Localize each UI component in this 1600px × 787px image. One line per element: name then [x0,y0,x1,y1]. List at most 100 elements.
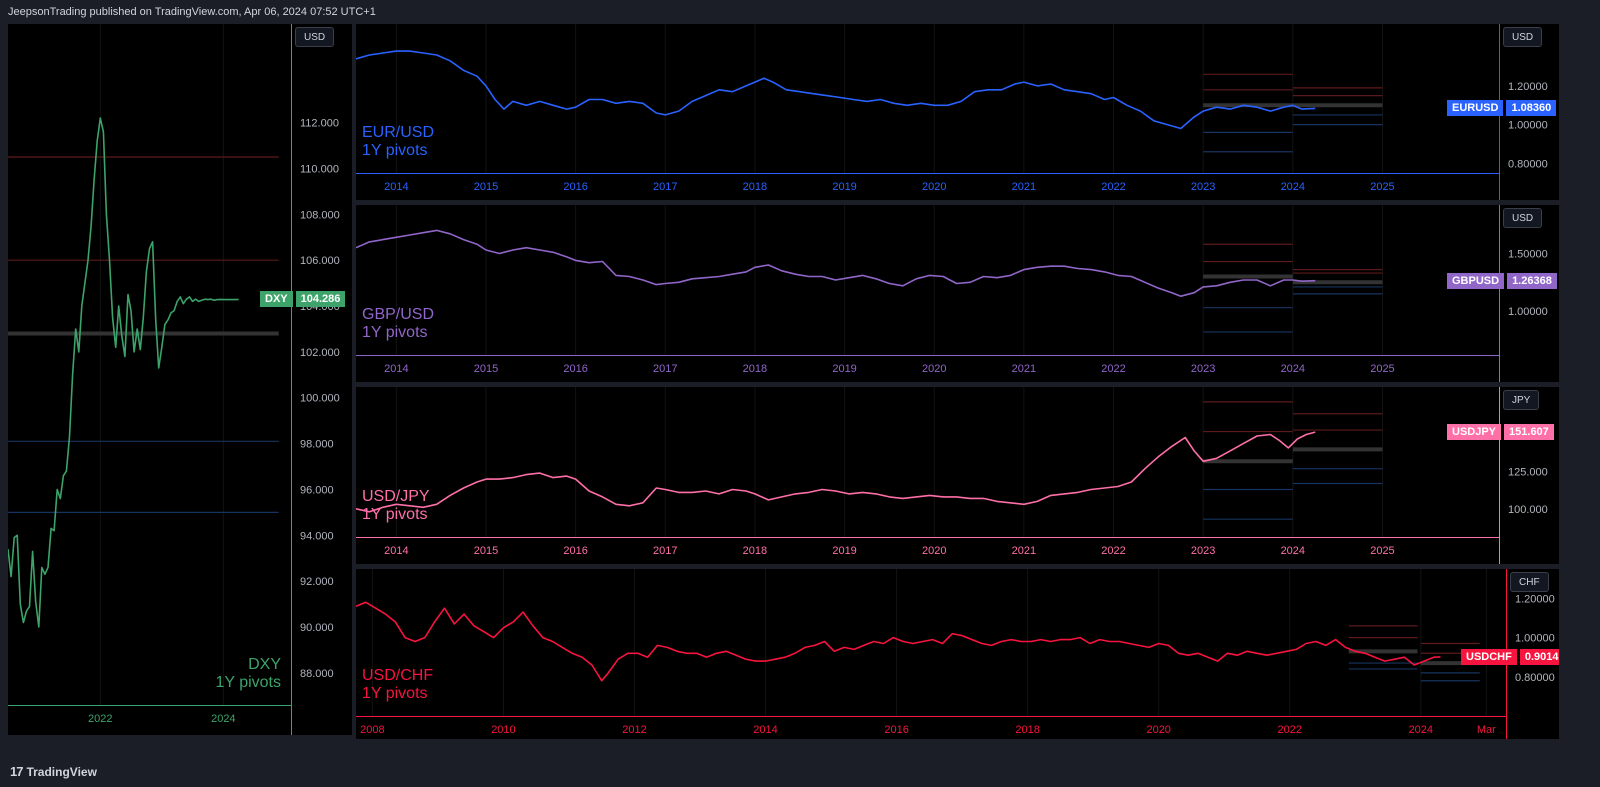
dxy-last-price-tag: DXY 104.286 [260,291,346,308]
watermark-label: 1Y pivots [215,674,281,691]
y-tick-label: 0.80000 [1515,672,1555,684]
watermark-label: 1Y pivots [362,324,428,341]
dxy-currency-button[interactable]: USD [295,27,335,47]
y-tick-label: 125.000 [1508,467,1548,479]
ticker-label: EURUSD [1447,100,1504,117]
ticker-label: GBPUSD [1447,272,1505,289]
dxy-svg[interactable]: 112.000110.000108.000106.000104.000102.0… [8,24,352,735]
x-tick-label: 2022 [1101,545,1125,557]
x-tick-label: 2008 [360,724,384,736]
x-tick-label: 2015 [474,545,498,557]
y-tick-label: 100.000 [300,393,340,405]
watermark-label: 1Y pivots [362,142,428,159]
x-tick-label: 2010 [491,724,515,736]
y-tick-label: 1.00000 [1508,306,1548,318]
gbpusd-chart-panel[interactable]: 1.50000 1.00000 2014 2015 2016 2017 2018 2019 20… [356,205,1559,382]
x-tick-label: 2021 [1012,545,1036,557]
usdchf-svg[interactable]: 1.20000 1.00000 0.80000 2008 2010 2012 2014 201… [356,569,1559,739]
y-tick-label: 1.00000 [1515,633,1555,645]
x-tick-label: 2014 [384,181,408,193]
y-tick-label: 98.000 [300,439,334,451]
tradingview-footer[interactable]: 17 TradingView [10,764,97,779]
x-tick-label: 2018 [743,545,767,557]
y-tick-label: 106.000 [300,255,340,267]
x-tick-label: 2022 [1278,724,1302,736]
usdjpy-currency-button[interactable]: JPY [1503,390,1540,410]
x-tick-label: 2022 [88,713,112,725]
x-tick-label: 2021 [1012,363,1036,375]
gbpusd-currency-button[interactable]: USD [1503,208,1543,228]
x-tick-label: 2024 [1281,363,1305,375]
x-tick-label: 2018 [743,363,767,375]
x-tick-label: 2014 [384,363,408,375]
x-tick-label: Mar [1477,724,1496,736]
dxy-chart-panel[interactable]: 112.000110.000108.000106.000104.000102.0… [8,24,352,735]
x-tick-label: 2025 [1370,545,1394,557]
eurusd-svg[interactable]: 1.20000 1.00000 0.80000 2014 2015 2016 2017 201… [356,24,1559,200]
y-tick-label: 1.20000 [1515,593,1555,605]
x-tick-label: 2016 [563,181,587,193]
y-tick-label: 92.000 [300,576,334,588]
x-tick-label: 2024 [1409,724,1433,736]
usdjpy-chart-panel[interactable]: 125.000 100.000 2014 2015 2016 2017 2018 2019 20… [356,387,1559,564]
y-tick-label: 112.000 [300,118,339,130]
ticker-label: USDJPY [1447,424,1502,441]
y-tick-label: 1.00000 [1508,120,1548,132]
x-tick-label: 2014 [384,545,408,557]
last-price-label: 1.08360 [1506,100,1557,117]
y-tick-label: 1.50000 [1508,248,1548,260]
tradingview-logo-icon: 17 [10,764,24,779]
x-tick-label: 2020 [922,545,946,557]
y-tick-label: 90.000 [300,622,334,634]
watermark-label: 1Y pivots [362,506,428,523]
x-tick-label: 2020 [922,363,946,375]
x-tick-label: 2025 [1370,181,1394,193]
y-tick-label: 0.80000 [1508,158,1548,170]
gbpusd-last-price-tag: GBPUSD 1.26368 [1447,272,1557,289]
last-price-label: 104.286 [295,291,346,308]
last-price-label: 151.607 [1504,424,1554,441]
y-tick-label: 100.000 [1508,504,1548,516]
usdjpy-price-line [356,431,1316,513]
watermark-label: GBP/USD [362,306,434,323]
x-tick-label: 2022 [1101,363,1125,375]
x-tick-label: 2018 [743,181,767,193]
usdjpy-last-price-tag: USDJPY 151.607 [1447,424,1554,441]
x-tick-label: 2019 [832,363,856,375]
usdchf-price-line [356,601,1441,682]
watermark-label: USD/JPY [362,488,430,505]
watermark-label: DXY [248,656,281,673]
gbpusd-price-line [356,229,1316,297]
usdchf-currency-button[interactable]: CHF [1510,572,1549,592]
y-tick-label: 96.000 [300,484,334,496]
x-tick-label: 2014 [753,724,777,736]
usdjpy-svg[interactable]: 125.000 100.000 2014 2015 2016 2017 2018 2019 20… [356,387,1559,564]
x-tick-label: 2020 [922,181,946,193]
ticker-label: DXY [260,291,293,308]
eurusd-chart-panel[interactable]: 1.20000 1.00000 0.80000 2014 2015 2016 2017 201… [356,24,1559,200]
x-tick-label: 2015 [474,363,498,375]
x-tick-label: 2016 [563,545,587,557]
x-tick-label: 2024 [1281,545,1305,557]
y-tick-label: 102.000 [300,347,340,359]
gbpusd-svg[interactable]: 1.50000 1.00000 2014 2015 2016 2017 2018 2019 20… [356,205,1559,382]
x-tick-label: 2022 [1101,181,1125,193]
x-tick-label: 2023 [1191,181,1215,193]
x-tick-label: 2025 [1370,363,1394,375]
ticker-label: USDCHF [1461,648,1517,665]
y-tick-label: 110.000 [300,163,339,175]
usdchf-chart-panel[interactable]: 1.20000 1.00000 0.80000 2008 2010 2012 2014 201… [356,569,1559,739]
x-tick-label: 2016 [563,363,587,375]
x-tick-label: 2023 [1191,545,1215,557]
x-tick-label: 2017 [653,363,677,375]
x-tick-label: 2012 [622,724,646,736]
tradingview-brand: TradingView [26,764,97,779]
x-tick-label: 2023 [1191,363,1215,375]
eurusd-price-line [356,50,1316,130]
x-tick-label: 2024 [1281,181,1305,193]
last-price-label: 1.26368 [1507,272,1557,289]
eurusd-currency-button[interactable]: USD [1503,27,1543,47]
x-tick-label: 2020 [1146,724,1170,736]
x-tick-label: 2019 [832,181,856,193]
watermark-label: USD/CHF [362,667,433,684]
